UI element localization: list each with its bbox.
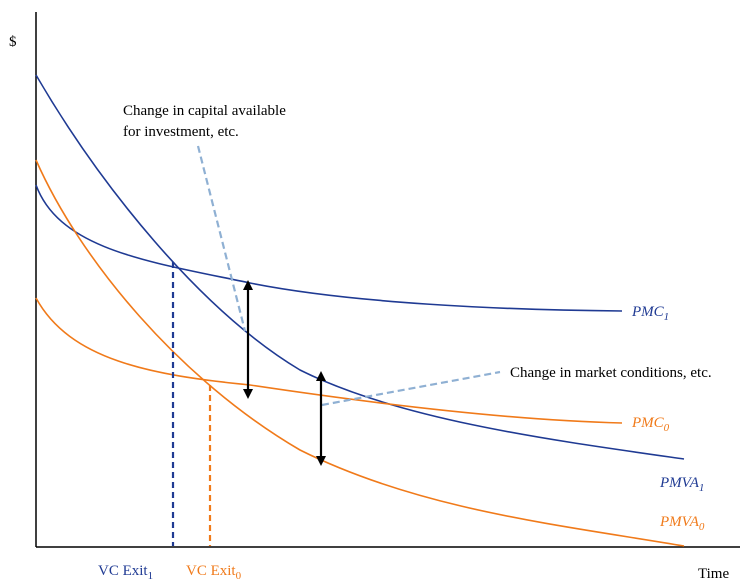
pmc1-label: PMC1 [631, 304, 669, 323]
capital-annotation-line1: Change in capital available [123, 103, 286, 119]
market-annotation: Change in market conditions, etc. [510, 365, 712, 381]
capital-annotation-line2: for investment, etc. [123, 124, 239, 140]
pmc1-curve [35, 184, 623, 312]
market-pointer-line [321, 370, 501, 407]
exit1-label: VC Exit1 [98, 563, 153, 582]
y-axis-label: $ [9, 34, 17, 50]
pmc0-label: PMC0 [631, 415, 670, 434]
x-axis-label: Time [698, 566, 729, 582]
pmc0-curve [35, 297, 623, 424]
pmva1-curve [35, 74, 685, 460]
exit0-label: VC Exit0 [186, 563, 242, 582]
capital-pointer-line [196, 145, 247, 332]
pmva0-label: PMVA0 [659, 514, 705, 533]
pmva1-label: PMVA1 [659, 475, 704, 494]
pmva0-curve [35, 159, 685, 547]
